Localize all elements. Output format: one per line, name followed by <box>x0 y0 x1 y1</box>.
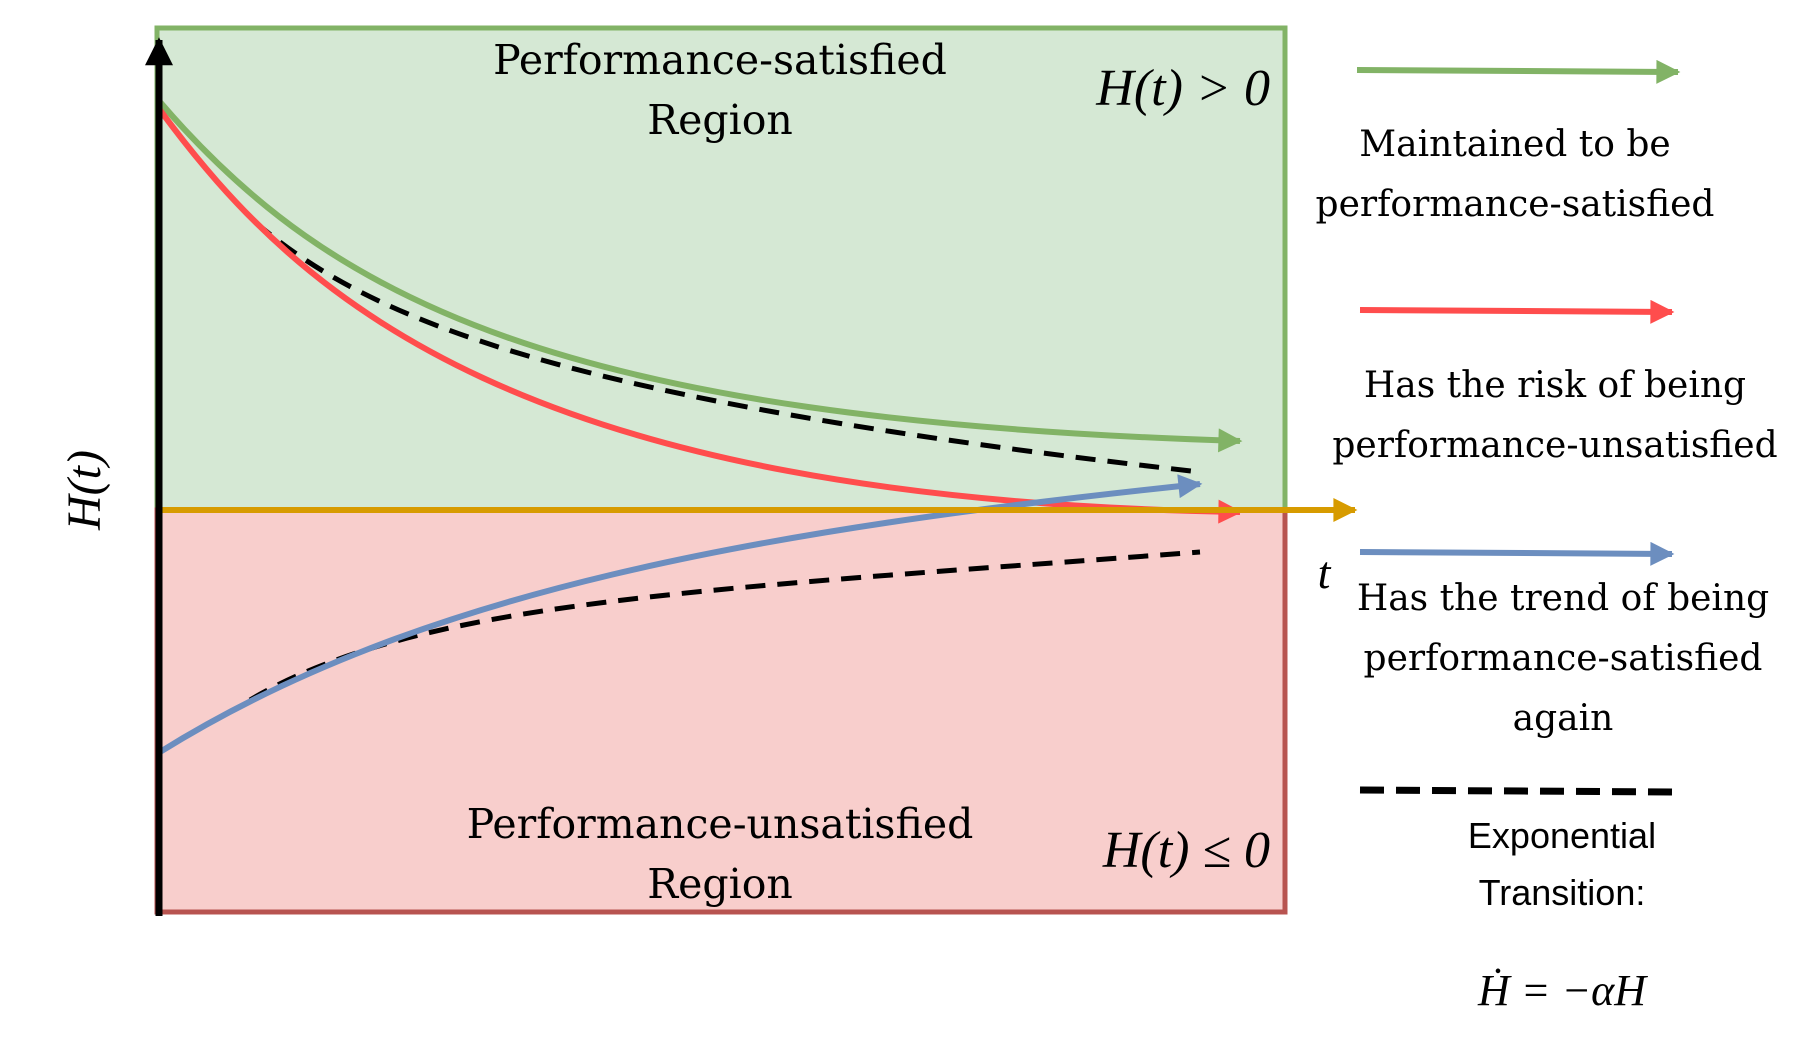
legend-red-arrow <box>1359 299 1675 324</box>
green-trajectory <box>157 100 1243 453</box>
legend-dashed-line1: Exponential <box>1468 815 1656 856</box>
legend-green-arrow <box>1356 59 1681 84</box>
x-axis-label: t <box>1318 547 1332 598</box>
satisfied-region-title-line2: Region <box>647 96 793 144</box>
legend-green-line1: Maintained to be <box>1359 124 1670 165</box>
unsatisfied-region-title-line1: Performance-unsatisfied <box>467 800 974 848</box>
performance-unsatisfied-region <box>154 507 1288 915</box>
y-axis-label: H(t) <box>58 450 111 531</box>
legend-blue-line2: performance-satisfied <box>1364 638 1763 679</box>
red-trajectory <box>157 108 1243 524</box>
exponential-transition-upper <box>253 220 1201 475</box>
performance-satisfied-region <box>154 25 1288 513</box>
legend-dashed-line <box>1359 786 1673 796</box>
unsatisfied-condition: H(t) ≤ 0 <box>1102 822 1270 879</box>
legend-blue-line3: again <box>1513 698 1614 739</box>
legend: Maintained to be performance-satisfied H… <box>1316 59 1778 1015</box>
satisfied-condition: H(t) > 0 <box>1095 60 1270 117</box>
legend-formula: Ḣ = −αH <box>1477 966 1648 1015</box>
legend-red-line2: performance-unsatisfied <box>1332 425 1777 466</box>
blue-trajectory <box>158 474 1203 755</box>
legend-blue-arrow <box>1359 541 1675 566</box>
satisfied-region-title-line1: Performance-satisfied <box>493 36 947 84</box>
legend-green-line2: performance-satisfied <box>1316 184 1715 225</box>
exponential-transition-lower <box>248 549 1201 703</box>
unsatisfied-region-title-line2: Region <box>647 860 793 908</box>
legend-blue-line1: Has the trend of being <box>1357 578 1769 619</box>
legend-red-line1: Has the risk of being <box>1364 365 1746 406</box>
legend-dashed-line2: Transition: <box>1479 872 1646 913</box>
